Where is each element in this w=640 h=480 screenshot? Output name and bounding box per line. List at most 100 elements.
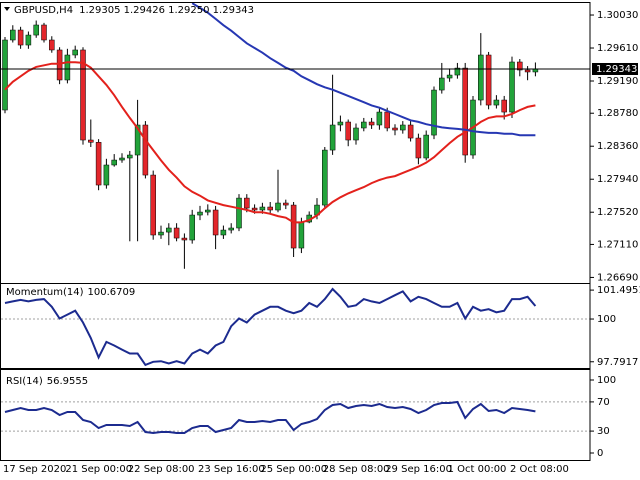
y-tick-label: 97.7917 <box>597 357 638 368</box>
candle-body <box>485 54 492 106</box>
x-tick-label: 21 Sep 00:00 <box>65 464 132 475</box>
y-tick-label: 1.27940 <box>597 174 638 185</box>
candle-body <box>431 89 437 136</box>
y-tick-label: 70 <box>597 397 610 408</box>
candle-body <box>17 29 24 46</box>
candle-body <box>345 121 351 141</box>
candle-body <box>56 49 63 81</box>
candle-body <box>493 99 500 106</box>
candle-body <box>64 54 71 81</box>
x-tick-label: 25 Sep 00:00 <box>260 464 327 475</box>
current-price-box <box>592 62 638 75</box>
candle-body <box>400 124 406 131</box>
candle-body <box>298 221 305 249</box>
candle-body <box>337 121 344 126</box>
candle-body <box>501 99 507 113</box>
candle-body <box>259 206 266 211</box>
y-tick-label: 101.4951 <box>597 285 640 296</box>
candle-body <box>197 211 203 216</box>
indicator-line <box>191 3 536 137</box>
candle-body <box>524 69 531 73</box>
x-tick-label: 23 Sep 16:00 <box>198 464 265 475</box>
candle-body <box>205 209 211 213</box>
y-tick-label: 1.30030 <box>597 10 638 21</box>
y-tick-label: 30 <box>597 426 610 437</box>
candle-body <box>166 227 172 233</box>
candle-body <box>415 137 422 159</box>
candle-body <box>446 74 453 79</box>
panel <box>1 287 590 367</box>
candle-body <box>478 54 484 101</box>
momentum-header: Momentum(14) 100.6709 <box>6 287 135 298</box>
symbol-title: GBPUSD,H4 <box>14 5 73 16</box>
x-tick-label: 22 Sep 08:00 <box>128 464 195 475</box>
candle-body <box>142 124 149 176</box>
panel <box>1 400 590 435</box>
candle-body <box>322 149 328 206</box>
candle-body <box>33 24 39 36</box>
price-header: GBPUSD,H4 1.29305 1.29426 1.29250 1.29343 <box>14 5 254 16</box>
indicator-line <box>4 400 536 435</box>
candle-body <box>158 231 164 236</box>
candle-body <box>329 124 336 151</box>
indicator-line <box>4 61 536 224</box>
candle-body <box>2 39 8 111</box>
candle-body <box>283 202 289 206</box>
candle-body <box>439 77 445 91</box>
candle-body <box>95 142 102 186</box>
candle-body <box>517 61 523 71</box>
x-tick-label: 28 Sep 08:00 <box>323 464 390 475</box>
momentum-value: 100.6709 <box>88 287 136 298</box>
candle-body <box>368 121 375 126</box>
candle-body <box>10 29 16 41</box>
candle-body <box>41 24 47 41</box>
candle-body <box>423 134 429 159</box>
candle-body <box>134 124 141 156</box>
y-tick-label: 100 <box>597 375 616 386</box>
candle-body <box>49 39 55 51</box>
panel <box>2 3 539 269</box>
y-tick-label: 1.28360 <box>597 141 638 152</box>
x-tick-label: 1 Oct 00:00 <box>448 464 507 475</box>
y-tick-label: 1.28780 <box>597 108 638 119</box>
candle-body <box>181 237 188 241</box>
x-tick-label: 17 Sep 2020 <box>3 464 66 475</box>
candle-body <box>111 159 117 166</box>
rsi-panel-frame <box>0 369 591 461</box>
rsi-header: RSI(14) 56.9555 <box>6 376 88 387</box>
candle-body <box>88 139 94 143</box>
candle-body <box>189 214 195 241</box>
candle-body <box>454 67 461 76</box>
candle-body <box>220 229 227 236</box>
candle-body <box>290 204 297 249</box>
candle-body <box>251 207 258 211</box>
candle-body <box>384 111 390 129</box>
candle-body <box>462 67 468 156</box>
y-tick-label: 0 <box>597 448 603 459</box>
ohlc-label: 1.29305 1.29426 1.29250 1.29343 <box>79 5 254 16</box>
candle-body <box>275 202 281 211</box>
plot-layer: 1.30030 1.29610 1.29190 1.28780 1.28360 1.279… <box>1 3 640 475</box>
candle-body <box>173 227 180 239</box>
y-tick-label: 1.29190 <box>597 76 638 87</box>
candle-body <box>376 111 383 126</box>
candle-body <box>353 127 359 141</box>
momentum-title: Momentum(14) <box>6 287 84 298</box>
candle-body <box>267 206 273 211</box>
rsi-title: RSI(14) <box>6 376 43 387</box>
candle-body <box>150 174 156 236</box>
indicator-line <box>4 287 537 367</box>
candle-body <box>407 124 414 139</box>
candle-body <box>392 127 398 131</box>
candle-body <box>228 227 234 231</box>
candle-body <box>361 121 367 129</box>
candle-body <box>25 34 32 46</box>
menu-icon <box>4 7 10 11</box>
rsi-value: 56.9555 <box>47 376 88 387</box>
candle-body <box>72 49 78 56</box>
candle-body <box>127 154 133 159</box>
y-tick-label: 1.29610 <box>597 43 638 54</box>
